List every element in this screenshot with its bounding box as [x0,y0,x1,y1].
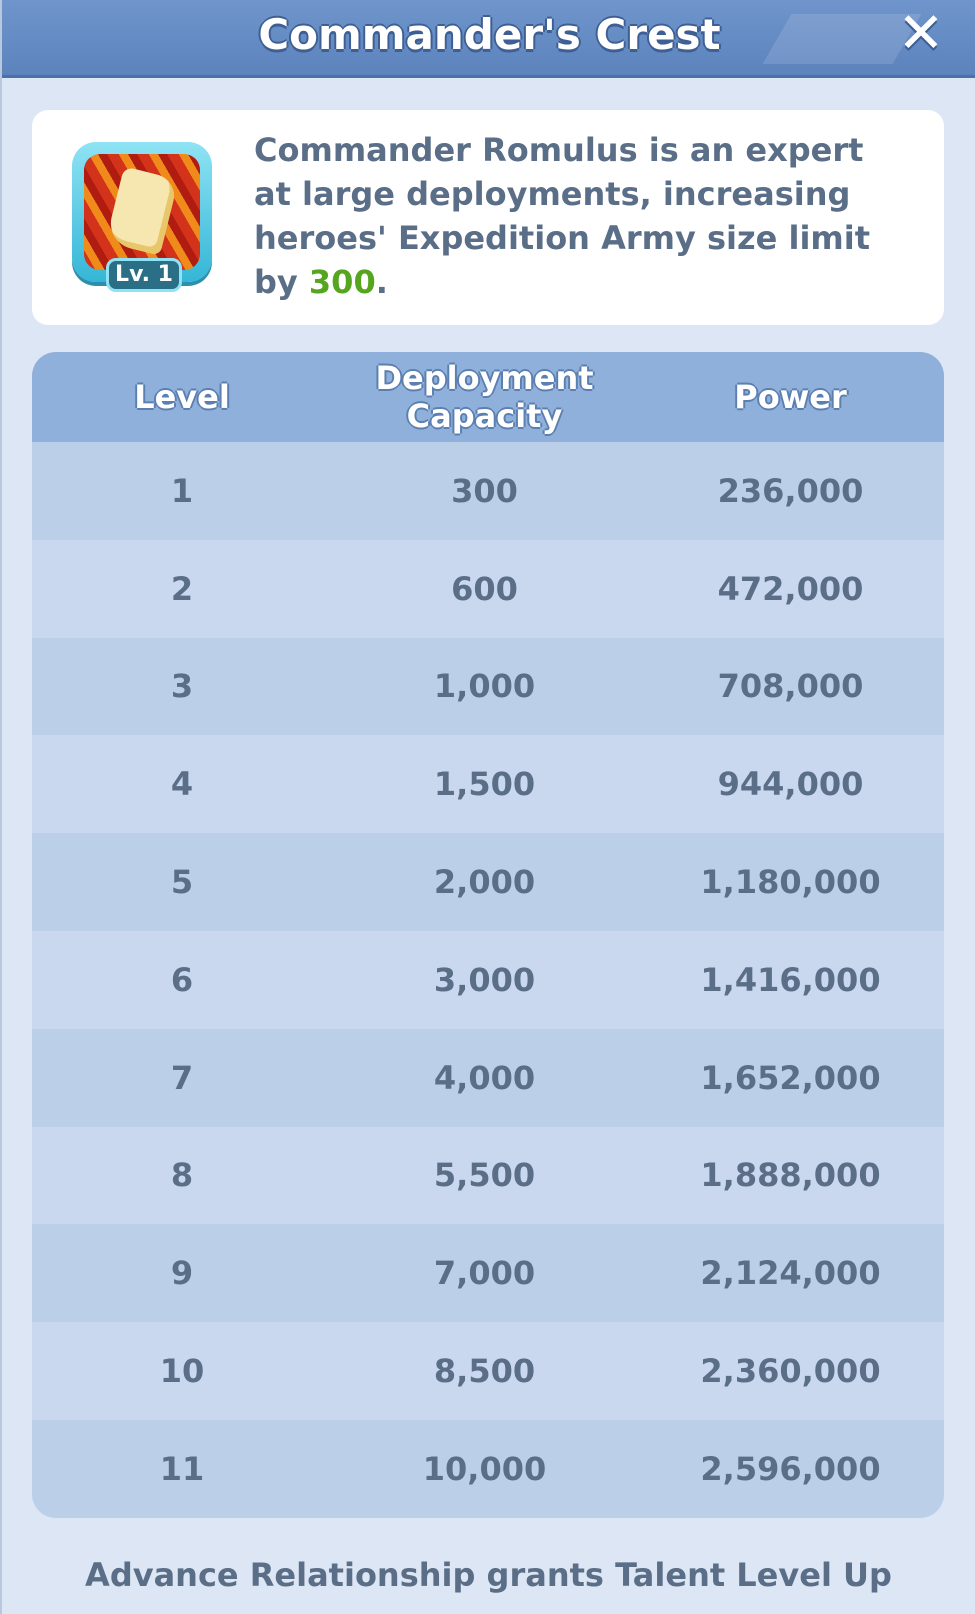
cell-level: 11 [159,1449,205,1488]
table-row: 8 5,500 1,888,000 [32,1126,944,1225]
level-table: Level Deployment Capacity Power 1 300 23… [32,352,944,1518]
table-row: 7 4,000 1,652,000 [32,1028,944,1127]
talent-description-card: Lv. 1 Commander Romulus is an expert at … [32,110,944,325]
table-row: 2 600 472,000 [32,539,944,638]
cell-level: 1 [170,471,194,510]
table-row: 10 8,500 2,360,000 [32,1322,944,1420]
table-row: 4 1,500 944,000 [32,735,944,834]
cell-deployment-capacity: 8,500 [433,1352,536,1391]
cell-level: 7 [170,1058,194,1097]
cell-level: 8 [170,1156,194,1195]
table-row: 9 7,000 2,124,000 [32,1224,944,1323]
cell-power: 2,360,000 [700,1352,881,1391]
table-row: 5 2,000 1,180,000 [32,833,944,931]
description-text-end: . [375,263,388,301]
dialog-title: Commander's Crest [258,10,721,59]
cell-power: 472,000 [717,569,864,608]
description-highlight-value: 300 [308,263,376,301]
cell-deployment-capacity: 7,000 [433,1254,536,1293]
dialog-header: Commander's Crest ✕ [2,0,975,78]
commanders-crest-icon: Lv. 1 [72,132,212,292]
scroll-icon [105,166,179,256]
cell-deployment-capacity: 2,000 [433,863,536,902]
column-header-power: Power [734,378,847,416]
cell-power: 1,180,000 [700,863,881,902]
close-button[interactable]: ✕ [893,6,949,62]
column-header-deployment-capacity: Deployment Capacity [375,359,594,435]
table-row: 1 300 236,000 [32,442,944,540]
cell-power: 2,124,000 [700,1254,881,1293]
cell-power: 1,416,000 [700,960,881,999]
cell-level: 5 [170,863,194,902]
table-row: 11 10,000 2,596,000 [32,1419,944,1518]
cell-level: 10 [159,1352,205,1391]
level-badge: Lv. 1 [106,258,182,292]
table-body: 1 300 236,000 2 600 472,000 3 1,000 708,… [32,442,944,1518]
table-row: 6 3,000 1,416,000 [32,930,944,1029]
table-header: Level Deployment Capacity Power [32,352,944,442]
cell-level: 2 [170,569,194,608]
cell-deployment-capacity: 300 [451,471,518,510]
cell-level: 9 [170,1254,194,1293]
cell-deployment-capacity: 10,000 [422,1449,547,1488]
cell-power: 1,888,000 [700,1156,881,1195]
cell-deployment-capacity: 1,500 [433,765,536,804]
cell-deployment-capacity: 5,500 [433,1156,536,1195]
close-icon: ✕ [897,1,945,66]
cell-deployment-capacity: 3,000 [433,960,536,999]
footer-note: Advance Relationship grants Talent Level… [85,1556,892,1594]
cell-power: 236,000 [717,471,864,510]
cell-deployment-capacity: 1,000 [433,667,536,706]
cell-level: 4 [170,765,194,804]
talent-description: Commander Romulus is an expert at large … [254,128,894,304]
cell-power: 2,596,000 [700,1449,881,1488]
badge-artwork [84,154,200,270]
cell-deployment-capacity: 4,000 [433,1058,536,1097]
cell-level: 6 [170,960,194,999]
cell-power: 944,000 [717,765,864,804]
column-header-level: Level [134,378,230,416]
cell-power: 1,652,000 [700,1058,881,1097]
table-row: 3 1,000 708,000 [32,637,944,736]
cell-power: 708,000 [717,667,864,706]
cell-deployment-capacity: 600 [451,569,518,608]
cell-level: 3 [170,667,194,706]
description-text: Commander Romulus is an expert at large … [254,131,871,301]
